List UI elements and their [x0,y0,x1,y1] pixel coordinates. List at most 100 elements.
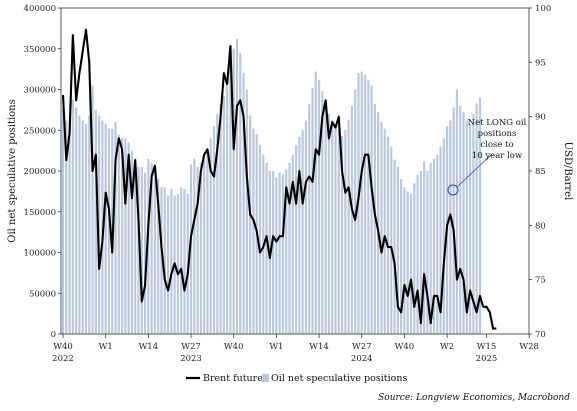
bar [370,85,373,335]
bar [226,85,229,335]
bar [478,97,482,335]
legend-label-brent: Brent futures [203,373,268,384]
bar [84,123,88,334]
right-tick-label: 100 [535,4,551,14]
bar [272,171,275,334]
x-year-label: 2025 [476,354,498,364]
left-tick-label: 400000 [24,4,56,14]
bar [117,134,120,334]
bar [127,142,130,334]
bar [242,73,245,334]
bar [423,161,426,334]
right-tick-label: 90 [535,113,546,123]
bar [245,89,248,334]
bar [143,172,147,334]
bar [91,85,94,335]
bar [439,146,442,334]
bar [137,166,140,334]
bar [61,109,65,335]
right-tick-label: 75 [535,276,546,286]
brent-line [61,28,497,330]
bar [367,79,370,334]
y-axis-right-title: USD/Barrel [562,142,573,201]
bar [334,123,337,334]
bar [199,162,202,334]
bar [393,159,396,334]
left-tick-label: 250000 [24,126,56,136]
bar [416,175,419,334]
bar [419,171,422,334]
bar [180,187,183,334]
bar [196,166,199,334]
legend-swatch-positions [262,374,269,382]
bar [442,138,445,334]
bar [462,112,465,334]
bar [183,188,186,334]
legend-label-positions: Oil net speculative positions [271,373,407,384]
bar [317,79,321,334]
right-tick-label: 95 [535,58,546,68]
bar [304,120,308,334]
left-tick-label: 350000 [24,45,56,55]
bar [347,119,350,334]
y-axis-left-title: Oil net speculative positions [7,99,18,243]
bar [206,153,209,334]
bar [350,105,353,334]
annotation-line-3: close to [480,140,513,150]
bar [452,107,455,335]
bar [120,138,124,334]
bar [390,146,393,334]
bar [409,193,413,334]
bar [130,150,134,335]
left-axis: 0 50000 100000 150000 200000 250000 300000 3500… [24,4,61,340]
bar [153,171,157,334]
x-tick-label: W2 [440,342,454,352]
x-tick-label: W40 [53,342,73,352]
bar [455,89,459,334]
bar [65,120,68,334]
bar [258,144,262,334]
annotation-line-2: positions [478,129,517,139]
bar [176,193,180,334]
bar [406,191,409,335]
x-tick-label: W15 [477,342,497,352]
annotation-line-4: 10 year low [472,151,523,161]
x-tick-label: W40 [395,342,415,352]
bar [249,115,252,334]
bar [68,130,71,334]
bar [432,158,436,334]
bar [380,122,383,334]
bar [212,126,216,335]
x-tick-label: W14 [139,342,159,352]
left-tick-label: 150000 [24,208,56,218]
source-note: Source: Longview Economics, Macrobond [378,393,570,403]
bar [150,162,153,334]
bar [426,171,429,334]
bar [170,188,173,334]
x-axis: W40 2022 W1 W14 W27 2023 W40 W1 W14 W27 2024 W40 W2 W… [52,334,539,364]
x-tick-label: W28 [519,342,539,352]
x-tick-label: W27 [181,342,201,352]
bar [363,74,367,334]
bar [203,158,206,334]
bar [104,123,107,334]
right-tick-label: 80 [535,221,546,231]
bar [163,187,166,334]
bar [344,130,347,334]
bar [81,120,84,334]
bar [78,115,81,334]
bar [314,71,317,334]
bar [291,154,294,334]
bar [71,99,74,334]
bar [134,158,137,334]
left-tick-label: 100000 [24,249,56,259]
bar [285,169,288,334]
x-tick-label: W27 [352,342,372,352]
left-tick-label: 300000 [24,86,56,96]
bar [459,105,462,334]
bar [377,112,380,334]
bar [403,187,406,334]
right-tick-label: 70 [535,330,546,340]
bar [436,154,439,334]
